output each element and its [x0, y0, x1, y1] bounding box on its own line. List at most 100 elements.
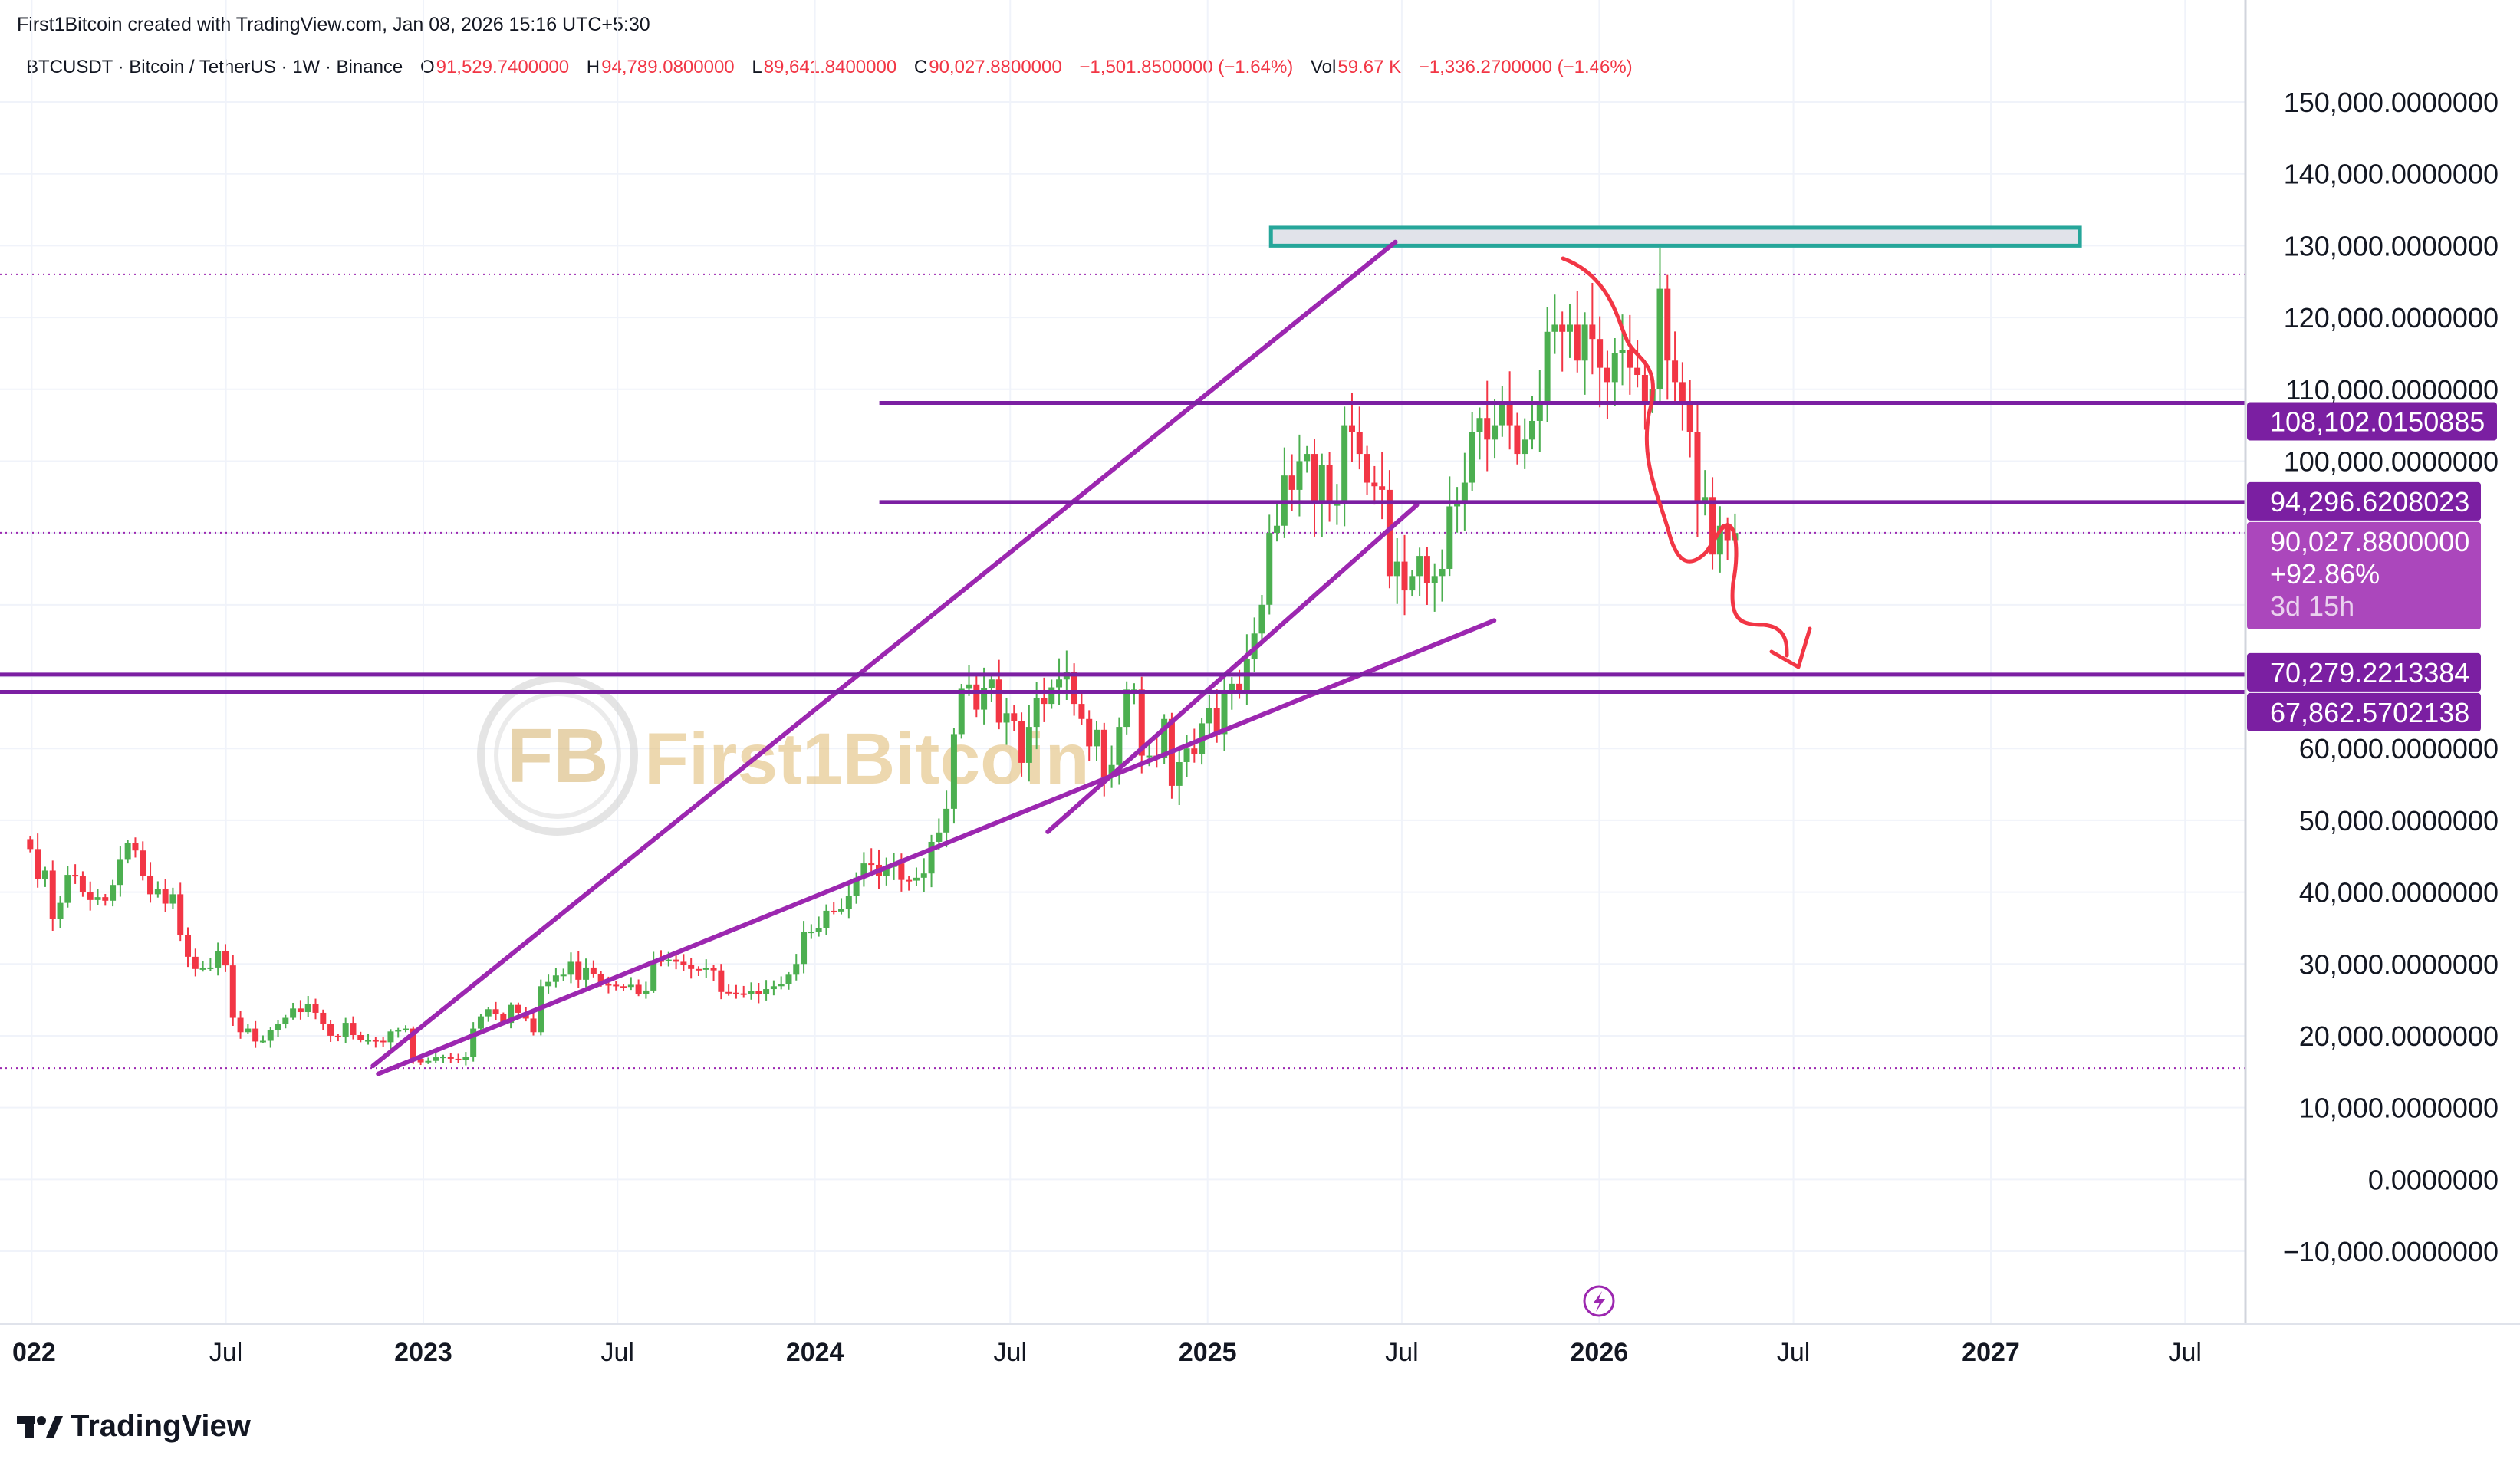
candle-body	[185, 935, 192, 957]
time-tick-label: 2025	[1179, 1338, 1237, 1367]
candle-body	[575, 961, 582, 980]
candle-body	[297, 1008, 304, 1013]
candle-body	[1356, 432, 1363, 455]
candle-body	[154, 889, 161, 895]
candle	[1296, 434, 1303, 517]
resistance-zone-rectangle[interactable]	[1268, 225, 2082, 248]
tradingview-logo[interactable]: TradingView	[17, 1409, 251, 1444]
candle	[1183, 734, 1190, 777]
candle	[110, 879, 117, 907]
candle-body	[515, 1004, 521, 1013]
change-value: −1,501.8500000 (−1.64%)	[1079, 57, 1294, 77]
candle	[801, 921, 808, 974]
candle-body	[1724, 525, 1731, 541]
candle-body	[395, 1030, 402, 1032]
candle	[1499, 386, 1505, 437]
candle	[41, 866, 48, 887]
candle-body	[1086, 718, 1093, 747]
candle-body	[1364, 454, 1370, 483]
candle	[1258, 594, 1265, 645]
candle	[1627, 314, 1633, 395]
candle-body	[590, 967, 597, 974]
trend-line[interactable]	[376, 618, 1497, 1076]
candle-body	[320, 1012, 327, 1024]
candle	[1003, 698, 1010, 745]
candle	[920, 858, 927, 892]
candle	[1686, 380, 1693, 458]
candle	[613, 981, 620, 991]
candle-body	[718, 970, 725, 992]
candle-body	[425, 1060, 432, 1063]
candle-body	[1341, 425, 1348, 504]
candle	[237, 1011, 244, 1039]
candle	[79, 871, 86, 897]
drawings[interactable]	[0, 225, 2245, 1076]
forecast-arrow[interactable]	[1561, 256, 1812, 669]
candle-body	[245, 1028, 252, 1033]
candle-body	[327, 1024, 334, 1036]
candle-body	[140, 850, 146, 876]
candle-body	[508, 1004, 515, 1024]
candle	[702, 959, 709, 978]
candle	[1086, 710, 1093, 761]
candle-body	[906, 879, 913, 882]
candle	[1522, 418, 1528, 469]
time-axis[interactable]: 022 Jul 2023 Jul 2024 Jul 2025 Jul 2026 Jul 2027 Ju…	[12, 1338, 2202, 1367]
candle	[1326, 452, 1333, 522]
candle-body	[920, 873, 927, 878]
candle-body	[102, 897, 109, 901]
current-price-text: +92.86%	[2270, 558, 2380, 590]
candle-body	[94, 897, 101, 900]
candle	[1506, 371, 1513, 450]
lightning-icon[interactable]	[1583, 1285, 1615, 1317]
candle-body	[567, 961, 574, 975]
candle-body	[673, 959, 679, 962]
candle-body	[627, 984, 634, 988]
candle	[117, 846, 123, 897]
candle	[492, 1001, 499, 1020]
candle	[1266, 514, 1273, 615]
candle	[1423, 547, 1430, 605]
candle	[943, 790, 950, 848]
candle-body	[387, 1031, 394, 1043]
candle-body	[1078, 704, 1085, 719]
candle-body	[1326, 465, 1333, 504]
candle-body	[199, 968, 206, 970]
candle	[199, 961, 206, 972]
candle-body	[1551, 324, 1558, 332]
candle-body	[1071, 672, 1077, 705]
candle	[823, 904, 830, 935]
candle	[778, 976, 785, 990]
candle	[94, 889, 101, 905]
candle-body	[1619, 350, 1626, 353]
candle	[1191, 728, 1198, 763]
candle	[395, 1027, 402, 1038]
candle	[1544, 307, 1551, 422]
trend-line[interactable]	[1045, 502, 1420, 834]
candle-body	[1011, 713, 1018, 721]
symbol-name[interactable]: BTCUSDT · Bitcoin / TetherUS · 1W · Bina…	[26, 57, 403, 77]
price-label-text: 67,862.5702138	[2270, 697, 2469, 728]
candle	[1461, 452, 1468, 531]
time-tick-label: Jul	[1777, 1338, 1810, 1367]
candle	[304, 996, 311, 1017]
price-tick-label: 60,000.0000000	[2299, 733, 2499, 764]
candle	[1514, 412, 1521, 465]
candle-body	[1492, 425, 1499, 440]
candle-body	[417, 1058, 424, 1063]
candle	[928, 834, 935, 888]
open-value: 91,529.7400000	[436, 57, 570, 77]
price-label-box	[2247, 481, 2481, 521]
price-axis[interactable]: 150,000.0000000 140,000.0000000 130,000.00…	[2283, 87, 2499, 1267]
candle	[673, 952, 679, 970]
candle	[1206, 694, 1212, 734]
candle	[1221, 674, 1228, 751]
candle	[245, 1024, 252, 1034]
candle	[387, 1029, 394, 1050]
candle	[1484, 380, 1491, 472]
candle	[831, 902, 837, 915]
candle-body	[823, 910, 830, 928]
candle-body	[801, 932, 808, 965]
trend-line[interactable]	[370, 239, 1398, 1069]
